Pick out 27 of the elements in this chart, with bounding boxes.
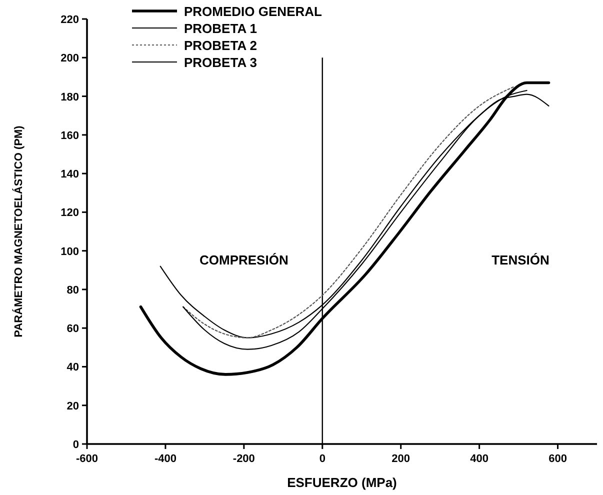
y-axis-title: PARÁMETRO MAGNETOELÁSTICO (PM) [12, 125, 25, 338]
y-tick-label: 120 [60, 207, 79, 220]
x-tick-label: 600 [548, 453, 567, 465]
y-tick-label: 220 [60, 14, 79, 26]
x-tick-label: -400 [154, 453, 176, 465]
legend-label: PROMEDIO GENERAL [184, 4, 322, 19]
x-axis-title: ESFUERZO (MPa) [287, 475, 397, 490]
y-tick-label: 40 [66, 362, 79, 374]
y-tick-label: 160 [60, 130, 79, 142]
y-tick-label: 0 [72, 439, 79, 451]
x-tick-label: 200 [392, 453, 410, 465]
x-tick-label: 400 [470, 453, 488, 465]
annotation: COMPRESIÓN [200, 252, 288, 268]
legend-label: PROBETA 2 [184, 38, 257, 53]
legend-label: PROBETA 1 [184, 21, 257, 36]
legend-label: PROBETA 3 [184, 55, 257, 70]
y-tick-label: 180 [60, 91, 79, 104]
x-tick-label: -600 [76, 453, 98, 465]
y-tick-label: 20 [66, 400, 79, 412]
y-tick-label: 100 [60, 246, 79, 258]
y-tick-label: 140 [60, 168, 79, 181]
y-tick-label: 60 [66, 323, 79, 336]
x-tick-label: -200 [232, 453, 255, 465]
y-tick-label: 200 [60, 52, 79, 65]
annotation: TENSIÓN [492, 252, 550, 268]
x-tick-label: 0 [319, 453, 326, 465]
y-tick-label: 80 [66, 284, 79, 296]
